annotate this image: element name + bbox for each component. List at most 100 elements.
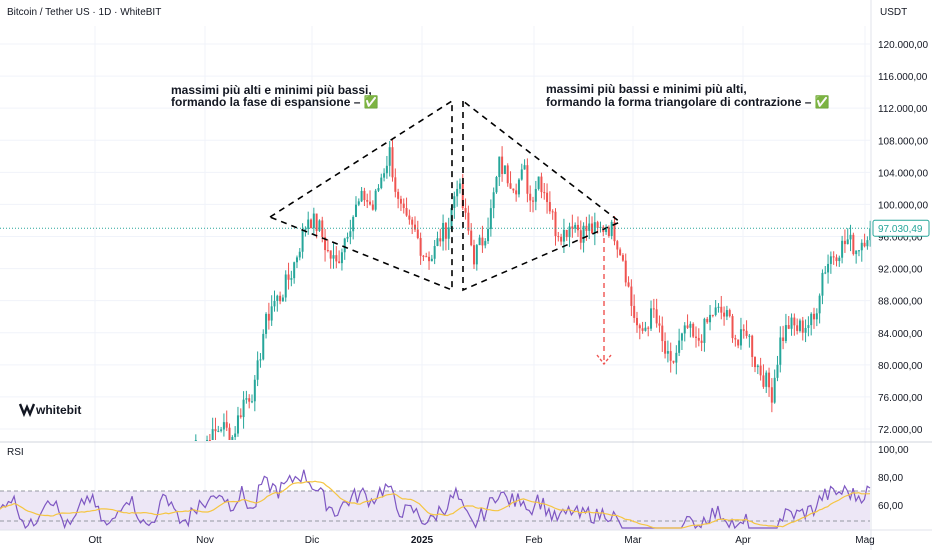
candle-body xyxy=(377,188,380,191)
candle xyxy=(475,244,478,271)
candle-body xyxy=(661,325,664,342)
candle-body xyxy=(211,429,214,440)
candle xyxy=(377,184,380,193)
candle xyxy=(453,191,456,219)
candle xyxy=(346,232,349,243)
candle xyxy=(523,159,526,170)
candle-body xyxy=(349,231,352,238)
candle-body xyxy=(765,372,768,387)
candle-body xyxy=(630,286,633,306)
candle xyxy=(391,139,394,182)
candle-body xyxy=(709,314,712,323)
candle xyxy=(220,426,223,433)
candle-body xyxy=(481,237,484,246)
candle-body xyxy=(428,256,431,262)
candle-body xyxy=(658,323,661,326)
candle xyxy=(509,171,512,189)
candle-body xyxy=(672,360,675,363)
candle-body xyxy=(206,440,209,441)
time-tick-label: Feb xyxy=(525,535,543,546)
candle-body xyxy=(495,177,498,193)
candle xyxy=(467,205,470,235)
candle xyxy=(354,196,357,218)
candle xyxy=(546,183,549,214)
candle xyxy=(709,305,712,331)
candle-body xyxy=(815,313,818,320)
candle-body xyxy=(810,313,813,326)
candle xyxy=(470,223,473,247)
candle-body xyxy=(279,295,282,302)
candle-body xyxy=(678,340,681,353)
candle xyxy=(748,333,751,348)
candle-body xyxy=(253,379,256,402)
candle xyxy=(689,321,692,338)
candle-body xyxy=(779,337,782,365)
candle xyxy=(234,426,237,440)
candle xyxy=(281,294,284,302)
candle-body xyxy=(624,260,627,283)
last-price-badge xyxy=(872,219,930,237)
candle xyxy=(610,219,613,240)
candle xyxy=(529,185,532,212)
candle xyxy=(394,168,397,198)
candle xyxy=(383,168,386,182)
candle xyxy=(745,320,748,339)
candle xyxy=(714,300,717,317)
candle-body xyxy=(756,365,759,368)
candle xyxy=(503,165,506,175)
candle-body xyxy=(464,208,467,213)
candle-body xyxy=(807,325,810,328)
candle xyxy=(222,413,225,437)
candle-body xyxy=(591,223,594,234)
price-tick-label: 116.000,00 xyxy=(878,72,928,83)
candle-body xyxy=(801,320,804,333)
candle xyxy=(481,225,484,253)
candle-body xyxy=(852,234,855,255)
candle-body xyxy=(689,323,692,328)
candle-body xyxy=(408,215,411,220)
candle xyxy=(239,408,242,419)
candle-body xyxy=(860,242,863,251)
candle-body xyxy=(439,238,442,242)
candle xyxy=(647,326,650,337)
candle-body xyxy=(824,272,827,274)
candle-body xyxy=(838,257,841,262)
candle-body xyxy=(422,255,425,257)
candle xyxy=(447,217,450,250)
candle-body xyxy=(512,188,515,191)
candle-body xyxy=(596,222,599,228)
candle-body xyxy=(295,257,298,263)
candle-body xyxy=(599,226,602,228)
candle-body xyxy=(332,255,335,259)
candle-body xyxy=(650,308,653,329)
candle xyxy=(276,294,279,312)
candle-body xyxy=(363,190,366,201)
annotation-right-line1: massimi più bassi e minimi più alti, xyxy=(546,82,747,96)
currency-label[interactable]: USDT xyxy=(880,7,907,18)
candle-body xyxy=(506,165,509,184)
candle-body xyxy=(298,251,301,258)
candle-body xyxy=(619,249,622,256)
candle xyxy=(756,364,759,375)
last-price-label: 97.030,49 xyxy=(878,224,923,235)
candle xyxy=(397,188,400,209)
expansion-triangle xyxy=(269,99,453,292)
candle xyxy=(206,435,209,441)
candle xyxy=(683,322,686,342)
candle-body xyxy=(287,274,290,280)
rsi-title: RSI xyxy=(7,447,24,458)
candle xyxy=(338,250,341,264)
candle-body xyxy=(694,336,697,338)
candle-body xyxy=(270,306,273,321)
candle-body xyxy=(565,229,568,238)
candle xyxy=(324,229,327,262)
candle-body xyxy=(501,156,504,174)
candle xyxy=(360,186,363,203)
candle xyxy=(419,232,422,265)
candle xyxy=(405,197,408,217)
candle xyxy=(669,342,672,373)
candle-body xyxy=(214,429,217,432)
candle-body xyxy=(768,372,771,388)
rsi-ma-line xyxy=(0,480,871,529)
candle xyxy=(506,163,509,187)
